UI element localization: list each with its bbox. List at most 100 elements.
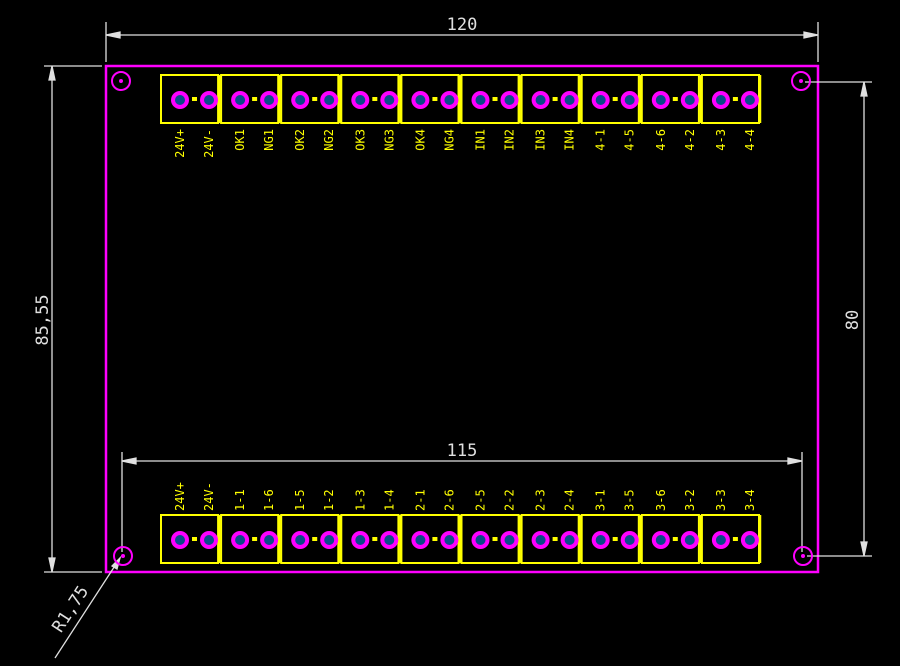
bottom-connector-label: 24V+ [173,482,187,511]
bottom-connector-label: 1-4 [382,489,396,511]
terminal-block [580,514,640,564]
top-connector-strip: 24V+ 24V- OK1 NG1 OK2 NG2 OK3 NG3 OK4 NG4 IN1 IN2 IN… [160,74,762,158]
bottom-connector-label: 3-3 [714,489,728,511]
mounting-hole-center [799,79,803,83]
board-outline [104,64,820,574]
terminal-block [700,514,761,564]
pad-drill [684,95,695,105]
bottom-connector-label: 1-2 [322,489,336,511]
terminal-block [220,514,280,564]
terminal-block [580,74,640,124]
pad-link [492,97,498,101]
pad-drill [415,95,426,105]
terminal-block [280,74,340,124]
pad-drill [415,535,426,545]
pad-link [372,537,378,541]
pad-drill [295,535,306,545]
bottom-connector-label: 2-3 [534,489,548,511]
pad-drill [715,535,726,545]
top-connector-label: OK2 [293,129,307,151]
pad-link [312,537,318,541]
pad-drill [235,95,246,105]
bottom-connector-label: 1-3 [353,489,367,511]
pad-link [732,537,738,541]
top-connector-label: IN2 [503,129,517,151]
bottom-connector-label: 2-5 [474,489,488,511]
top-connector-label: 4-6 [654,129,668,151]
pad-drill [475,535,486,545]
pad-drill [384,535,395,545]
mounting-hole-center [121,554,125,558]
terminal-block [520,514,580,564]
pad-drill [655,95,666,105]
terminal-block [520,74,580,124]
pad-drill [264,535,275,545]
top-connector-label: OK3 [353,129,367,151]
dimension-height: 85,55 [33,65,102,573]
pad-drill [295,95,306,105]
pad-link [252,537,258,541]
pad-drill [235,535,246,545]
terminal-block [160,74,220,124]
bottom-connector-label: 24V- [202,482,216,511]
bottom-connector-label: 1-5 [293,489,307,511]
bottom-connector-label: 1-6 [262,489,276,511]
pad-drill [595,535,606,545]
terminal-block [280,514,340,564]
dimension-hole-horizontal-label: 115 [447,441,478,461]
pad-link [672,537,678,541]
terminal-block [220,74,280,124]
pad-link [312,97,318,101]
bottom-connector-label: 3-6 [654,489,668,511]
pad-drill [744,95,755,105]
pad-link [732,97,738,101]
terminal-block [400,74,460,124]
dimension-hole-vertical-label: 80 [843,310,863,330]
pad-drill [715,95,726,105]
pad-drill [624,95,635,105]
pad-link [252,97,258,101]
top-connector-label: NG2 [322,129,336,151]
pad-drill [655,535,666,545]
pad-drill [355,535,366,545]
pad-drill [175,95,185,105]
pad-drill [355,95,366,105]
dimension-width-label: 120 [447,15,478,35]
pad-drill [324,535,335,545]
pad-drill [175,535,185,545]
pad-drill [624,535,635,545]
pad-drill [384,95,395,105]
terminal-block [460,74,520,124]
mounting-hole-center [801,554,805,558]
pad-link [492,537,498,541]
pad-link [612,537,618,541]
pad-drill [475,95,486,105]
terminal-block [340,74,400,124]
pad-drill [535,535,546,545]
bottom-connector-label: 3-5 [623,489,637,511]
pad-drill [684,535,695,545]
bottom-connector-label: 3-1 [594,489,608,511]
top-connector-label: NG1 [262,129,276,151]
pad-drill [744,535,755,545]
bottom-connector-label: 3-2 [683,489,697,511]
top-connector-label: OK1 [233,129,247,151]
dimension-width: 120 [105,15,819,62]
pad-link [612,97,618,101]
pad-link [372,97,378,101]
pad-drill [504,95,515,105]
top-connector-label: 4-5 [623,129,637,151]
terminal-block [700,74,761,124]
pad-link [552,97,558,101]
mounting-hole [111,71,131,91]
pad-link [432,537,438,541]
pad-drill [444,95,455,105]
top-connector-label: NG4 [442,129,456,151]
pad-drill [535,95,546,105]
top-connector-label: NG3 [382,129,396,151]
terminal-block [460,514,520,564]
top-connector-label: 24V- [202,129,216,158]
bottom-connector-label: 2-2 [503,489,517,511]
terminal-block [160,514,220,564]
pad-drill [264,95,275,105]
